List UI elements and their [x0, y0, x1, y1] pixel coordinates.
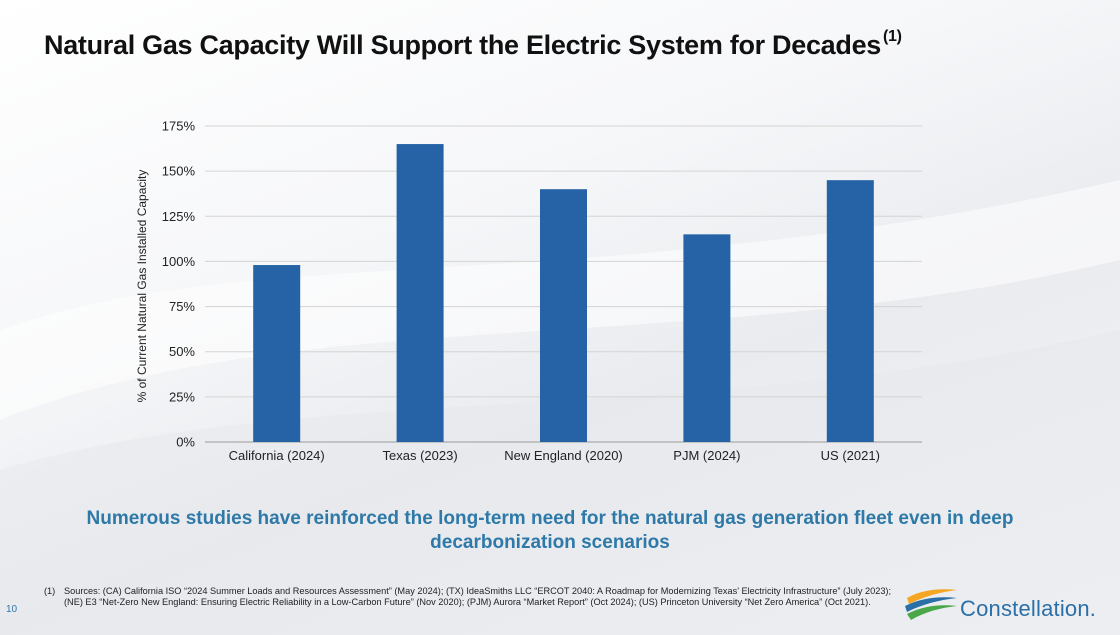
bar-pjm-2024 — [683, 234, 731, 442]
bar-new-england-2020 — [540, 189, 587, 442]
y-tick-label: 175% — [162, 119, 196, 134]
x-tick-label: New England (2020) — [504, 448, 623, 463]
page-title: Natural Gas Capacity Will Support the El… — [44, 28, 902, 60]
bar-california-2024 — [253, 265, 301, 442]
footnote-marker: (1) — [44, 586, 56, 596]
footnote-text: Sources: (CA) California ISO “2024 Summe… — [64, 586, 892, 607]
x-tick-label: California (2024) — [229, 448, 325, 463]
y-tick-label: 125% — [162, 209, 196, 224]
y-tick-label: 25% — [169, 389, 195, 404]
y-tick-label: 100% — [162, 254, 196, 269]
sources-footnote: (1) Sources: (CA) California ISO “2024 S… — [44, 586, 894, 608]
y-tick-label: 50% — [169, 344, 195, 359]
y-tick-label: 0% — [176, 435, 195, 450]
logo-wordmark: Constellation. — [960, 596, 1097, 621]
constellation-swoosh-icon — [905, 589, 957, 620]
bar-texas-2023 — [396, 144, 444, 443]
y-axis-label: % of Current Natural Gas Installed Capac… — [135, 170, 149, 403]
x-tick-label: US (2021) — [821, 448, 880, 463]
title-footnote-marker: (1) — [883, 28, 902, 45]
page-number: 10 — [6, 604, 18, 615]
y-tick-label: 75% — [169, 299, 195, 314]
constellation-logo: Constellation. — [903, 586, 1113, 626]
bar-us-2021 — [826, 180, 874, 442]
x-tick-label: Texas (2023) — [383, 448, 458, 463]
x-tick-label: PJM (2024) — [673, 448, 740, 463]
key-message: Numerous studies have reinforced the lon… — [86, 508, 1014, 553]
y-tick-label: 150% — [162, 164, 196, 179]
